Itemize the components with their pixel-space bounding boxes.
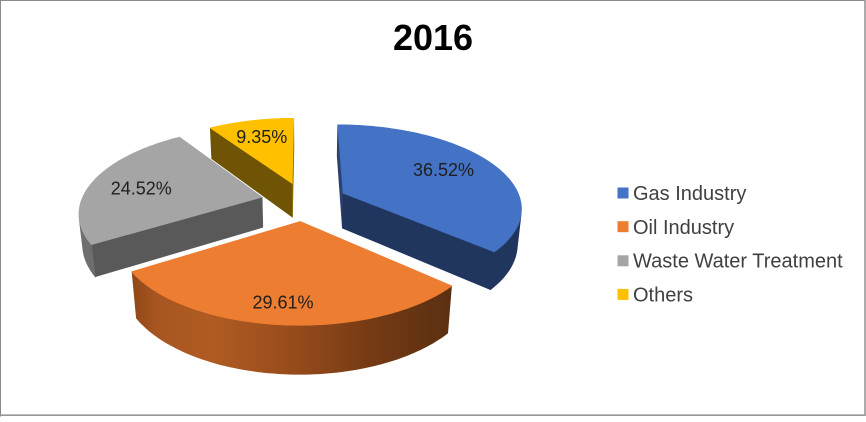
svg-text:Oil Industry: Oil Industry (633, 217, 734, 239)
svg-text:36.52%: 36.52% (413, 160, 474, 180)
svg-text:Waste Water Treatment: Waste Water Treatment (633, 250, 843, 272)
svg-text:29.61%: 29.61% (252, 293, 313, 313)
svg-text:Gas Industry: Gas Industry (633, 183, 746, 205)
svg-text:9.35%: 9.35% (236, 127, 287, 147)
svg-text:2016: 2016 (393, 17, 473, 58)
svg-text:24.52%: 24.52% (111, 179, 172, 199)
svg-text:Others: Others (633, 285, 693, 307)
